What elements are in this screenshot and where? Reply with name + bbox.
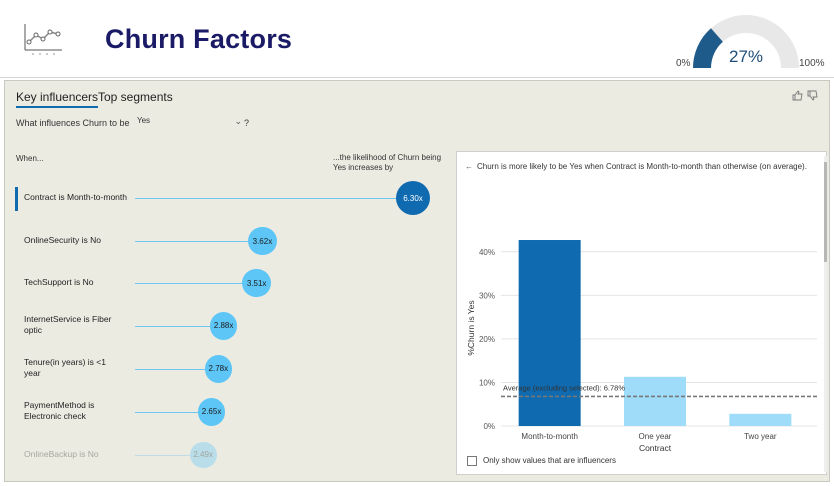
influencer-row[interactable]: TechSupport is No 3.51x — [5, 268, 445, 303]
influencer-row[interactable]: OnlineSecurity is No 3.62x — [5, 226, 445, 261]
influencers-only-label: Only show values that are influencers — [483, 456, 616, 466]
x-tick-label: Two year — [744, 432, 777, 441]
influencer-label: OnlineSecurity is No — [24, 235, 102, 245]
chevron-down-icon: ⌄ — [234, 116, 242, 126]
influencer-connector — [135, 198, 396, 199]
likelihood-column-header: ...the likelihood of Churn being Yes inc… — [333, 153, 442, 172]
report-header: Churn Factors 27% 0% 100% — [0, 0, 834, 78]
gauge-max-label: 100% — [799, 58, 825, 69]
gauge-value: 27% — [729, 47, 764, 66]
y-tick-label: 0% — [483, 422, 495, 431]
dropdown-selected-value: Yes — [137, 116, 151, 125]
influencer-label: InternetService is Fiber optic — [24, 314, 112, 335]
churn-value-dropdown[interactable]: Yes ⌄ — [137, 116, 242, 129]
gauge-min-label: 0% — [676, 58, 691, 69]
y-tick-label: 10% — [479, 378, 495, 387]
influencer-label: OnlineBackup is No — [24, 449, 99, 459]
average-label: Average (excluding selected): 6.78% — [503, 383, 625, 392]
influencer-bubble[interactable]: 3.62x — [247, 226, 277, 256]
influencer-row[interactable]: OnlineBackup is No 2.49x — [5, 441, 445, 469]
bar[interactable] — [624, 376, 686, 426]
panel-scrollbar[interactable] — [824, 156, 827, 472]
influencer-row[interactable]: InternetService is Fiber optic 2.88x — [5, 312, 445, 346]
influencer-label: Contract is Month-to-month — [24, 192, 127, 202]
panel-scrollbar-thumb[interactable] — [824, 162, 827, 262]
influencer-row[interactable]: PaymentMethod is Electronic check 2.65x — [5, 398, 445, 432]
detail-header-text: Churn is more likely to be Yes when Cont… — [477, 162, 807, 171]
thumbs-down-icon[interactable] — [807, 90, 819, 101]
tab-key-influencers[interactable]: Key influencers — [16, 90, 99, 108]
influencer-connector — [135, 241, 248, 242]
key-influencers-visual: Key influencers Top segments What influe… — [4, 80, 830, 482]
influencer-bubble[interactable]: 2.78x — [204, 355, 232, 383]
line-chart-icon — [24, 24, 62, 55]
influencers-only-checkbox[interactable] — [467, 456, 477, 466]
x-tick-label: One year — [639, 432, 672, 441]
y-tick-label: 40% — [479, 248, 495, 257]
y-tick-label: 30% — [479, 291, 495, 300]
gauge-fill — [693, 28, 724, 69]
influencer-bubble[interactable]: 3.51x — [242, 268, 271, 298]
help-icon[interactable]: ? — [244, 118, 250, 128]
y-axis-label: %Churn is Yes — [466, 300, 476, 355]
influencer-connector — [135, 412, 199, 413]
influencer-connector — [135, 326, 210, 327]
influencer-label: PaymentMethod is Electronic check — [24, 400, 95, 421]
influencer-row[interactable]: Contract is Month-to-month 6.30x — [5, 181, 445, 218]
churn-gauge — [693, 15, 799, 69]
churn-by-contract-chart: 0% 10% 20% 30% 40% %Churn is Yes Month-to-mont… — [466, 240, 817, 452]
tab-top-segments[interactable]: Top segments — [98, 90, 173, 104]
bar[interactable] — [729, 413, 792, 426]
page-title: Churn Factors — [105, 24, 293, 54]
influencer-bubble[interactable]: 2.65x — [198, 398, 226, 426]
influencers-only-option[interactable]: Only show values that are influencers — [467, 456, 616, 466]
y-tick-label: 20% — [479, 335, 495, 344]
influencer-bubble[interactable]: 2.49x — [189, 441, 217, 469]
x-tick-label: Month-to-month — [521, 432, 577, 441]
bar[interactable] — [518, 240, 581, 426]
detail-header: ← Churn is more likely to be Yes when Con… — [465, 162, 820, 171]
influencer-bubble[interactable]: 6.30x — [396, 181, 430, 215]
influencer-connector — [135, 455, 190, 456]
influencer-connector — [135, 369, 205, 370]
influencer-label: TechSupport is No — [24, 277, 94, 287]
question-prefix: What influences Churn to be — [16, 118, 130, 128]
influencer-row[interactable]: Tenure(in years) is <1 year 2.78x — [5, 355, 445, 389]
thumbs-up-icon[interactable] — [792, 90, 804, 101]
influencer-detail-panel: ← Churn is more likely to be Yes when Con… — [456, 151, 827, 475]
influencer-connector — [135, 283, 243, 284]
influencer-bubble[interactable]: 2.88x — [209, 312, 238, 340]
influencer-label: Tenure(in years) is <1 year — [24, 357, 106, 378]
feedback-buttons — [792, 90, 819, 104]
selection-indicator — [15, 187, 18, 211]
when-column-header: When... — [16, 154, 44, 163]
x-axis-label: Contract — [639, 443, 672, 452]
arrow-left-icon[interactable]: ← — [465, 162, 473, 171]
